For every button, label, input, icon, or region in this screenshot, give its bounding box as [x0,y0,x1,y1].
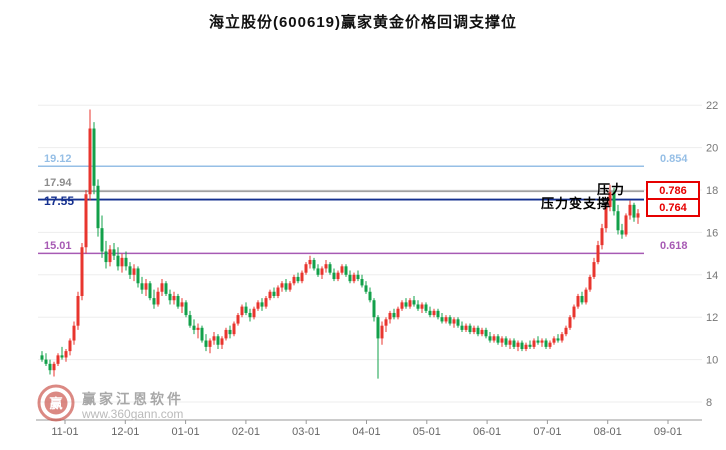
y-axis-label: 22 [706,100,718,112]
y-axis-label: 12 [706,312,718,324]
chart-title: 海立股份(600619)赢家黄金价格回调支撑位 [208,14,518,31]
support-level-lines [38,165,644,255]
grid [38,104,702,403]
y-axis-label: 16 [706,227,718,239]
level-price-label-0786: 17.94 [44,177,72,189]
watermark-url: www.360gann.com [82,407,184,421]
x-axis-label: 01-01 [172,426,200,438]
y-axis-label: 20 [706,143,718,155]
candles [40,109,640,379]
x-axis-label: 05-01 [413,426,441,438]
level-price-label-0854: 19.12 [44,153,72,165]
x-axis-label: 03-01 [292,426,320,438]
x-axis-label: 12-01 [111,426,139,438]
watermark-logo-glyph: 赢 [49,396,62,411]
x-axis-label: 08-01 [594,426,622,438]
pressure-annotation: 压力 [597,182,626,197]
x-axis-label: 09-01 [654,426,682,438]
level-ratio-label-0854: 0.854 [660,153,688,165]
level-ratio-label-0618: 0.618 [660,240,688,252]
y-axis-label: 18 [706,185,718,197]
y-axis-label: 10 [706,355,718,367]
y-axis-label: 14 [706,270,718,282]
x-axis-label: 11-01 [51,426,78,438]
y-axis-label: 8 [706,397,712,409]
x-axis-label: 02-01 [232,426,260,438]
level-price-label-0618: 15.01 [44,240,72,252]
x-axis-label: 06-01 [473,426,501,438]
axes: 22 20 18 16 14 12 10 8 11-01 12-01 01-01 02-01 03-01… [36,100,718,438]
watermark-logo-icon: 赢 [37,384,75,422]
x-axis-label: 04-01 [352,426,380,438]
resistance-box-0764: 0.764 [646,198,700,217]
level-price-label-0764: 17.55 [44,194,75,208]
x-axis-label: 07-01 [533,426,561,438]
pressure-support-annotation: 压力变支撑 [541,196,612,211]
watermark-brand: 赢家江恩软件 [82,391,184,407]
